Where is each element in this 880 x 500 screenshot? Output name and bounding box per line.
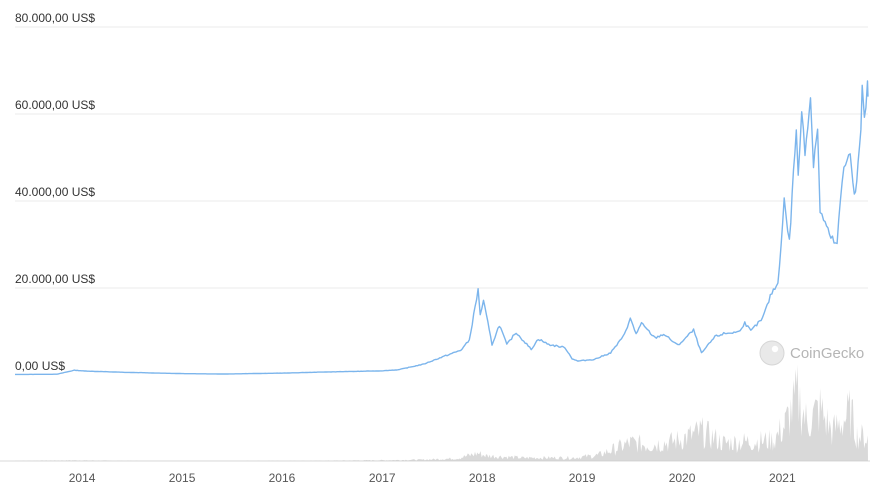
volume-area-path — [15, 364, 868, 461]
x-tick-label: 2018 — [469, 471, 496, 485]
y-axis-labels: 0,00 US$ 20.000,00 US$ 40.000,00 US$ 60.000… — [15, 11, 95, 373]
coingecko-logo-eye — [771, 345, 779, 353]
x-tick-label: 2021 — [769, 471, 796, 485]
y-tick-label: 80.000,00 US$ — [15, 11, 95, 25]
x-tick-label: 2014 — [69, 471, 96, 485]
y-tick-label: 60.000,00 US$ — [15, 98, 95, 112]
watermark-text: CoinGecko — [790, 345, 864, 362]
x-tick-label: 2016 — [269, 471, 296, 485]
price-line — [15, 80, 869, 376]
y-tick-label: 40.000,00 US$ — [15, 185, 95, 199]
coingecko-watermark: CoinGecko — [759, 340, 864, 366]
volume-area — [15, 364, 868, 461]
x-axis-labels: 2014 2015 2016 2017 2018 2019 2020 2021 — [69, 471, 796, 485]
price-line-layer — [15, 80, 869, 376]
x-tick-label: 2020 — [669, 471, 696, 485]
x-tick-label: 2017 — [369, 471, 396, 485]
x-tick-label: 2015 — [169, 471, 196, 485]
gridlines — [0, 26, 870, 462]
coingecko-logo-icon — [759, 340, 785, 366]
y-tick-label: 0,00 US$ — [15, 359, 65, 373]
y-tick-label: 20.000,00 US$ — [15, 272, 95, 286]
x-tick-label: 2019 — [569, 471, 596, 485]
